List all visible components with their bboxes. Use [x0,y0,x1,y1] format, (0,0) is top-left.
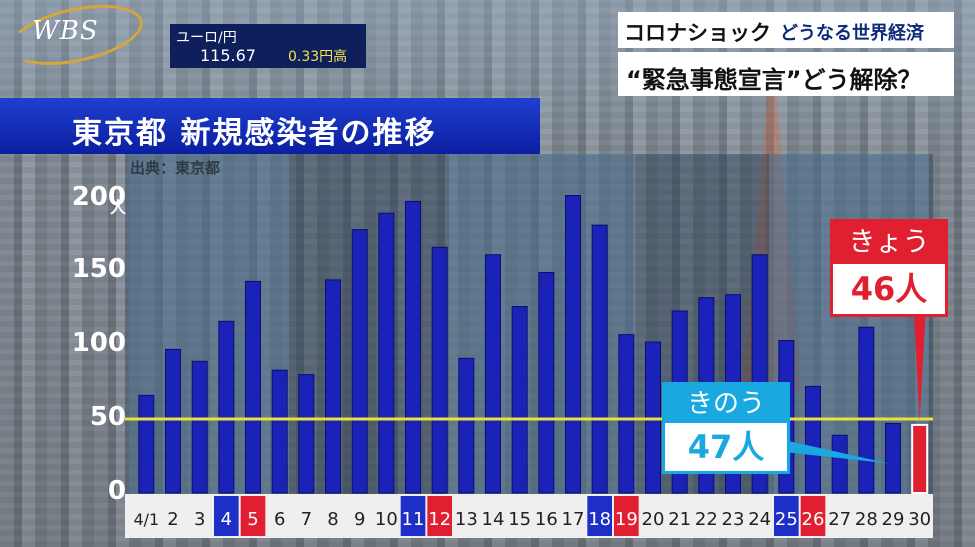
x-tick-label: 15 [508,509,531,530]
bar [565,195,581,494]
x-tick-label: 4/1 [133,510,159,529]
x-tick-label: 30 [908,509,931,530]
ticker-change: 0.33円高 [288,49,348,65]
week-band [129,154,289,494]
x-tick-label: 12 [428,509,451,530]
callout-today: きょう 46人 [830,219,948,317]
currency-ticker: ユーロ/円 115.67 0.33円高 [170,24,366,68]
x-tick-label: 10 [375,509,398,530]
callout-today-value: 46人 [850,270,928,308]
callout-yesterday-label: きのう [665,385,787,423]
bar [218,320,235,494]
x-tick-label: 17 [562,509,585,530]
bar [618,334,635,494]
bar [271,369,288,494]
bar [138,394,155,494]
topic-sub: どうなる世界経済 [780,23,924,44]
x-tick-label: 7 [301,509,312,530]
x-tick-label: 14 [482,509,505,530]
x-tick-highlight [427,496,452,536]
callout-yesterday-value: 47人 [687,428,765,466]
x-tick-label: 3 [194,509,205,530]
y-tick-label: 150 [71,254,126,284]
x-tick-label: 29 [882,509,905,530]
x-tick-label: 23 [722,509,745,530]
x-tick-label: 27 [828,509,851,530]
bar [458,357,475,494]
bar [405,200,421,494]
x-tick-label: 25 [775,509,798,530]
x-tick-label: 21 [668,509,691,530]
ticker-value: 115.67 [200,46,256,65]
x-tick-label: 8 [327,509,338,530]
bar [538,271,555,494]
bar [191,360,208,494]
x-tick-highlight [587,496,612,536]
x-tick-label: 13 [455,509,478,530]
wbs-logo: WBS [3,0,149,76]
bar [511,306,528,494]
x-tick-label: 28 [855,509,878,530]
bar [431,246,448,494]
x-tick-label: 6 [274,509,285,530]
bar [831,434,848,494]
headline-text: “緊急事態宣言”どう解除？ [626,66,922,94]
x-tick-label: 4 [221,509,232,530]
chart-title: 東京都 新規感染者の推移 [72,116,437,151]
x-tick-label: 16 [535,509,558,530]
bar [325,279,341,494]
y-tick-label: 0 [107,476,126,506]
headline-banner: “緊急事態宣言”どう解除？ [618,52,954,96]
x-tick-label: 26 [802,509,825,530]
y-unit: 人 [110,198,127,217]
x-tick-highlight [800,496,826,536]
week-band [769,154,929,494]
bar [885,422,901,494]
bar [805,385,821,494]
x-tick-label: 9 [354,509,365,530]
x-tick-label: 18 [588,509,611,530]
bar [351,229,368,494]
bar [858,326,875,494]
ticker-label: ユーロ/円 [176,30,237,46]
x-tick-label: 22 [695,509,718,530]
callout-today-pointer [913,311,926,421]
topic-banner: コロナショック どうなる世界経済 [618,12,954,48]
bar [298,374,315,494]
callout-today-label: きょう [833,222,945,264]
x-tick-label: 20 [642,509,665,530]
topic-main: コロナショック [624,21,771,45]
x-tick-highlight [614,496,639,536]
callout-yesterday-pointer [784,440,889,464]
logo-text: WBS [32,16,99,46]
chart-source: 出典：東京都 [130,157,220,178]
y-tick-label: 200 [71,182,126,212]
x-tick-highlight [400,496,426,536]
x-tick-highlight [774,496,799,536]
x-tick-label: 5 [247,509,258,530]
y-tick-label: 50 [89,402,126,432]
callout-yesterday: きのう 47人 [662,382,790,474]
bar [378,212,395,494]
bar [485,254,501,494]
x-tick-label: 11 [402,509,425,530]
x-tick-highlight [214,496,239,536]
chart-title-bar: 東京都 新規感染者の推移 [0,98,540,154]
x-tick-label: 24 [748,509,771,530]
x-tick-label: 2 [167,509,178,530]
x-tick-label: 19 [615,509,638,530]
bar [591,224,608,494]
bar [245,280,261,494]
x-tick-highlight [240,496,266,536]
bar [165,348,181,494]
bar-today [911,423,929,495]
y-tick-label: 100 [71,328,126,358]
